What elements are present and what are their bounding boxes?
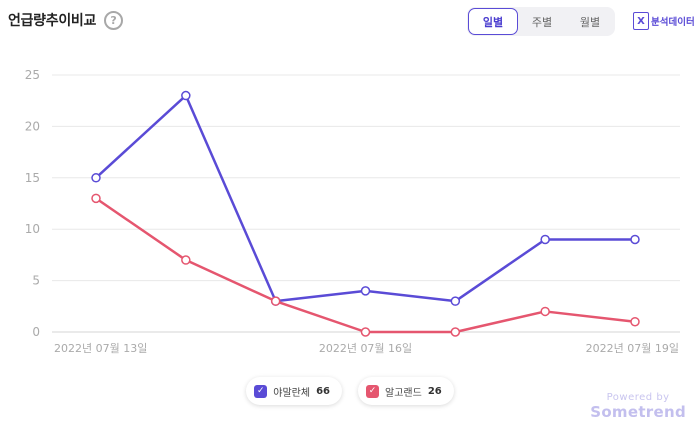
legend-series-count: 66 [316, 385, 330, 397]
tab-monthly[interactable]: 월별 [579, 15, 601, 29]
x-tick-label: 2022년 07월 16일 [319, 341, 412, 355]
data-point [181, 90, 191, 101]
y-tick-label: 15 [25, 171, 40, 185]
page-title: 언급량추이비교 [8, 13, 97, 29]
legend-series-count: 26 [427, 385, 442, 397]
tab-weekly[interactable]: 주별 [531, 15, 553, 29]
data-point [630, 234, 640, 245]
export-data-label: 분석데이터 [651, 17, 695, 28]
line-chart: 0 5 10 15 20 25 2022년 07월 13일 2022년 07월 16일 2022… [25, 68, 680, 355]
legend-item-series-1[interactable]: ✓ 야말란체 66 [246, 377, 342, 405]
export-data-button[interactable]: X 분석데이터 [633, 12, 695, 30]
excel-icon: X [633, 12, 649, 30]
data-point [540, 306, 550, 317]
y-tick-label: 10 [25, 222, 40, 236]
data-point [181, 255, 191, 265]
data-point [360, 327, 371, 337]
data-point [450, 327, 461, 337]
help-icon[interactable]: ? [104, 10, 124, 30]
y-tick-label: 0 [32, 325, 40, 339]
chart-legend: ✓ 야말란체 66 ✓ 알고랜드 26 [0, 377, 700, 405]
data-point [91, 193, 101, 204]
y-tick-label: 5 [32, 274, 40, 288]
period-tabs: 일별 주별 월별 [467, 7, 615, 36]
x-tick-label: 2022년 07월 13일 [54, 341, 147, 355]
y-tick-label: 25 [25, 68, 40, 82]
legend-item-series-2[interactable]: ✓ 알고랜드 26 [358, 377, 454, 405]
series-line-2 [95, 197, 636, 334]
legend-series-name: 야말란체 [273, 387, 311, 399]
data-point [91, 173, 101, 183]
data-point [630, 316, 640, 327]
data-point [540, 234, 550, 245]
data-point [450, 296, 461, 306]
tab-daily[interactable]: 일별 [468, 8, 518, 35]
checkbox-icon[interactable]: ✓ [366, 384, 379, 398]
title-area: 언급량추이비교 ? [8, 10, 124, 30]
checkbox-icon[interactable]: ✓ [254, 384, 268, 398]
powered-by-label: Powered by [606, 392, 670, 403]
data-point [360, 286, 371, 296]
powered-by: Powered by Sometrend [590, 392, 686, 421]
legend-series-name: 알고랜드 [385, 387, 422, 399]
y-tick-label: 20 [25, 119, 40, 133]
data-point [270, 296, 281, 306]
brand-logo-text: Sometrend [590, 403, 686, 421]
x-tick-label: 2022년 07월 19일 [586, 341, 679, 355]
